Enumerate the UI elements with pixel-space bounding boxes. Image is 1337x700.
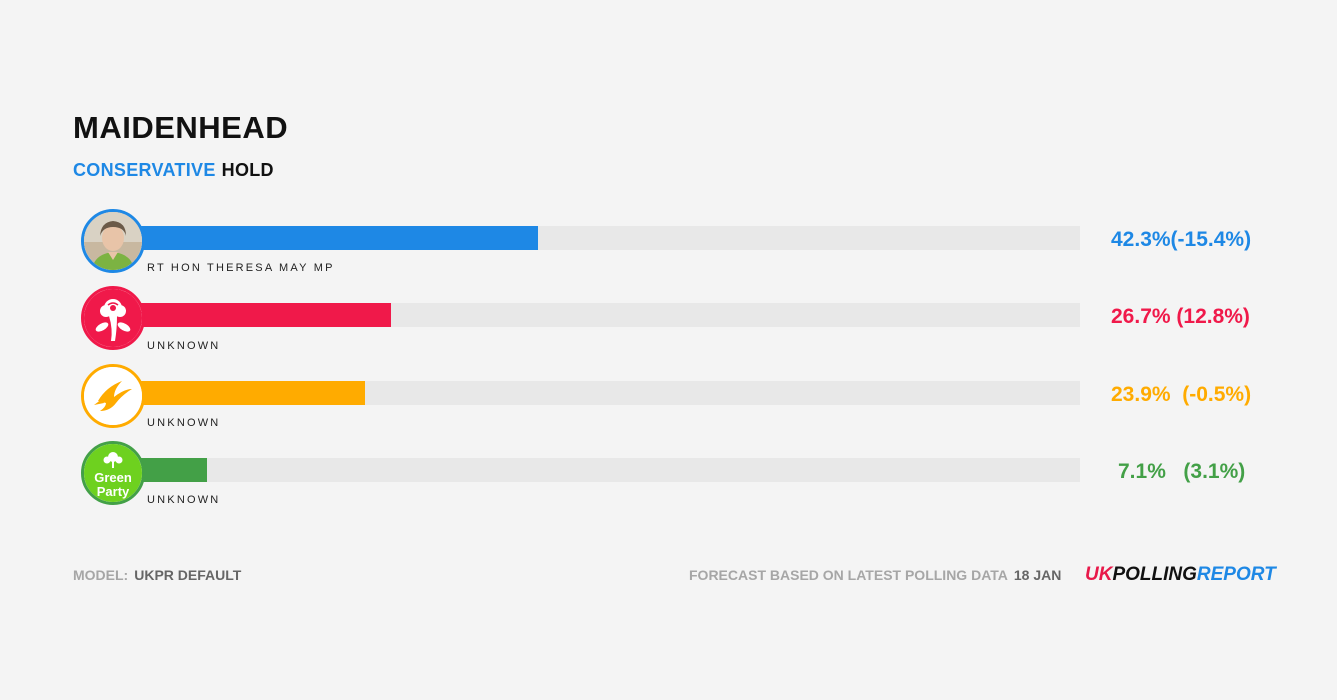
candidate-name: RT HON THERESA MAY MP [147,262,335,274]
bar-track [110,303,1080,327]
result-subtitle: CONSERVATIVE HOLD [73,160,274,181]
model-value: UKPR DEFAULT [134,567,242,583]
bar-fill [110,226,538,250]
constituency-title: MAIDENHEAD [73,110,289,145]
result-row-3: UNKNOWN 23.9% (-0.5%) [0,364,1337,429]
candidate-name: UNKNOWN [147,340,221,352]
winning-party: CONSERVATIVE [73,160,216,180]
bar-track [110,226,1080,250]
candidate-name: UNKNOWN [147,417,221,429]
result-row-4: Green Party UNKNOWN 7.1% (3.1%) [0,441,1337,506]
result-row-1: RT HON THERESA MAY MP 42.3%(-15.4%) [0,209,1337,274]
vote-change: (12.8%) [1176,305,1250,328]
model-info: MODEL: UKPR DEFAULT [73,567,241,583]
brand-report: REPORT [1196,564,1276,585]
bar-track [110,381,1080,405]
brand-polling: POLLING [1112,564,1197,585]
ukpollingreport-logo[interactable]: UKPOLLINGREPORT [1085,564,1276,586]
green-party-icon: Green Party [81,441,145,505]
result-status: HOLD [221,160,274,180]
vote-change: (3.1%) [1183,460,1246,483]
green-logo-word-2: Party [97,484,130,499]
vote-change: (-0.5%) [1182,383,1252,406]
green-logo-word-1: Green [94,470,132,485]
bar-fill [110,381,365,405]
forecast-label: FORECAST BASED ON LATEST POLLING DATA [689,567,1008,583]
vote-share-text: 26.7% (12.8%) [1111,305,1250,329]
vote-share-text: 7.1% (3.1%) [1118,460,1245,484]
model-label: MODEL: [73,567,129,583]
vote-share: 7.1% [1118,460,1166,483]
libdem-bird-icon [81,364,145,428]
candidate-photo-icon [81,209,145,273]
bar-fill [110,303,391,327]
vote-share: 23.9% [1111,383,1171,406]
vote-change: (-15.4%) [1170,228,1252,251]
vote-share: 26.7% [1111,305,1171,328]
vote-share-text: 42.3%(-15.4%) [1111,228,1251,252]
labour-rose-icon [81,286,145,350]
forecast-date: 18 JAN [1013,567,1062,583]
result-row-2: UNKNOWN 26.7% (12.8%) [0,286,1337,352]
forecast-info: FORECAST BASED ON LATEST POLLING DATA 18 … [689,567,1061,583]
bar-track [110,458,1080,482]
vote-share-text: 23.9% (-0.5%) [1111,383,1251,407]
brand-uk: UK [1085,564,1113,585]
vote-share: 42.3% [1111,228,1171,251]
candidate-name: UNKNOWN [147,494,221,506]
